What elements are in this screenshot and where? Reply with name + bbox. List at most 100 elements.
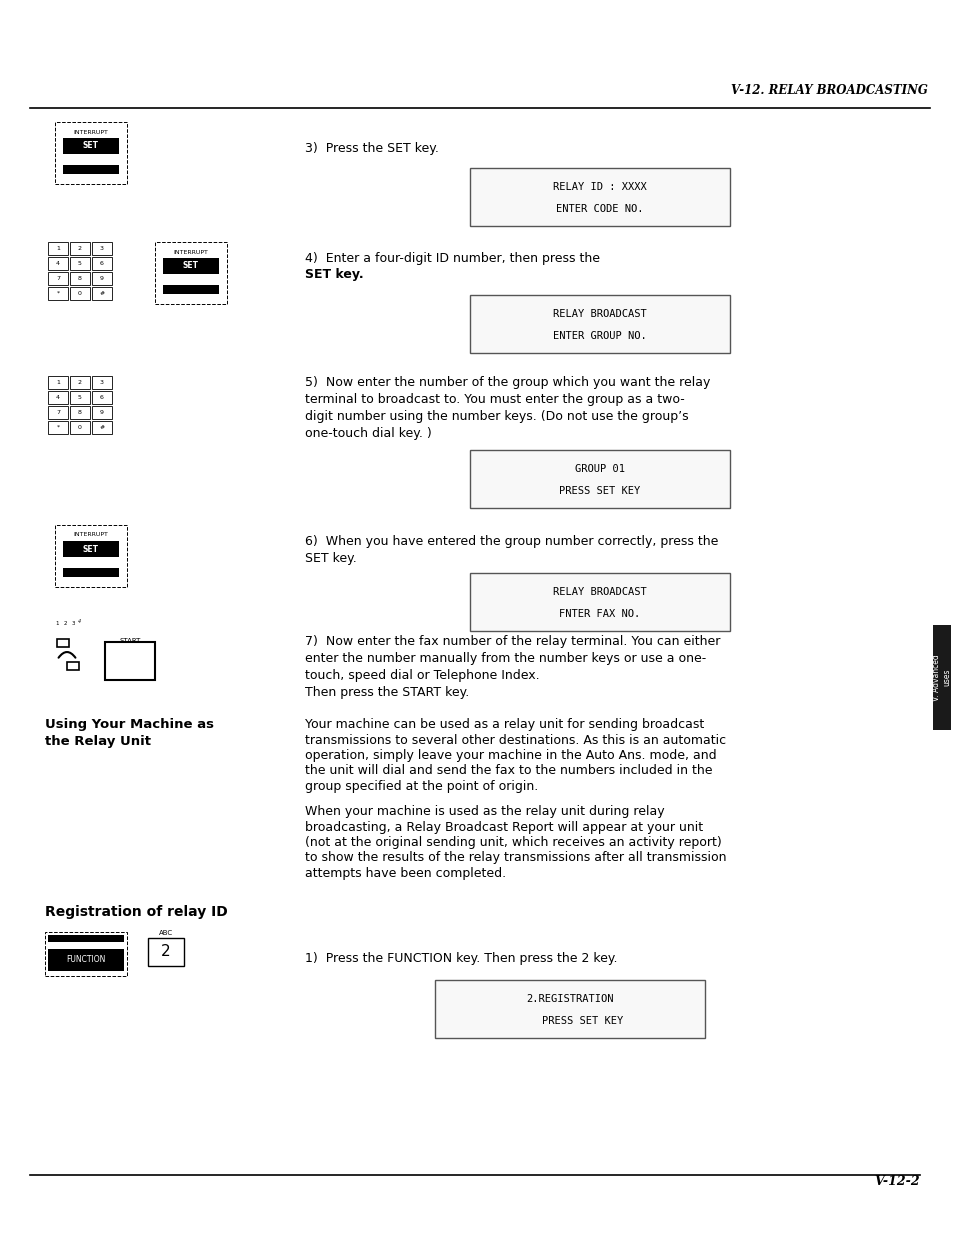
- Text: INTERRUPT: INTERRUPT: [73, 532, 109, 537]
- Text: RELAY BROADCAST: RELAY BROADCAST: [553, 309, 646, 319]
- Bar: [63, 138, 119, 154]
- Text: 4: 4: [56, 395, 60, 400]
- Bar: [63, 165, 119, 174]
- Text: touch, speed dial or Telephone Index.: touch, speed dial or Telephone Index.: [305, 669, 539, 682]
- Text: 2: 2: [78, 380, 82, 385]
- Text: INTERRUPT: INTERRUPT: [173, 249, 208, 254]
- Text: SET: SET: [83, 545, 99, 553]
- Text: FNTER FAX NO.: FNTER FAX NO.: [558, 609, 640, 619]
- Text: 4: 4: [77, 619, 80, 624]
- Bar: [48, 391, 68, 404]
- Bar: [91, 421, 112, 433]
- Bar: [91, 287, 112, 300]
- Bar: [48, 935, 124, 942]
- Text: Using Your Machine as: Using Your Machine as: [45, 718, 213, 731]
- Text: 6)  When you have entered the group number correctly, press the: 6) When you have entered the group numbe…: [305, 535, 718, 548]
- Bar: [70, 272, 90, 285]
- Text: 7)  Now enter the fax number of the relay terminal. You can either: 7) Now enter the fax number of the relay…: [305, 635, 720, 648]
- Text: 1: 1: [56, 380, 60, 385]
- Text: GROUP 01: GROUP 01: [575, 464, 624, 474]
- Bar: [91, 242, 112, 254]
- Text: Then press the START key.: Then press the START key.: [305, 685, 469, 699]
- Bar: [48, 272, 68, 285]
- Bar: [470, 450, 729, 508]
- Bar: [91, 391, 112, 404]
- Bar: [470, 573, 729, 631]
- Text: to show the results of the relay transmissions after all transmission: to show the results of the relay transmi…: [305, 851, 726, 864]
- Text: ENTER CODE NO.: ENTER CODE NO.: [556, 204, 643, 214]
- Text: transmissions to several other destinations. As this is an automatic: transmissions to several other destinati…: [305, 734, 725, 746]
- Text: 2: 2: [161, 945, 171, 960]
- Text: 6: 6: [100, 395, 104, 400]
- Bar: [70, 406, 90, 419]
- Text: terminal to broadcast to. You must enter the group as a two-: terminal to broadcast to. You must enter…: [305, 393, 684, 406]
- Text: 1: 1: [56, 246, 60, 251]
- Bar: [48, 375, 68, 389]
- Text: RELAY ID : XXXX: RELAY ID : XXXX: [553, 182, 646, 193]
- Text: attempts have been completed.: attempts have been completed.: [305, 867, 506, 881]
- Text: 3: 3: [71, 621, 74, 626]
- Text: 2.REGISTRATION: 2.REGISTRATION: [526, 994, 613, 1004]
- Text: 2: 2: [78, 246, 82, 251]
- Bar: [70, 375, 90, 389]
- Bar: [70, 421, 90, 433]
- Bar: [70, 391, 90, 404]
- Text: INTERRUPT: INTERRUPT: [73, 130, 109, 135]
- Text: 9: 9: [100, 275, 104, 282]
- Bar: [48, 406, 68, 419]
- Text: operation, simply leave your machine in the Auto Ans. mode, and: operation, simply leave your machine in …: [305, 748, 716, 762]
- Text: ENTER GROUP NO.: ENTER GROUP NO.: [553, 331, 646, 341]
- Text: one-touch dial key. ): one-touch dial key. ): [305, 427, 432, 440]
- Text: the unit will dial and send the fax to the numbers included in the: the unit will dial and send the fax to t…: [305, 764, 712, 778]
- Text: 0: 0: [78, 425, 82, 430]
- Text: the Relay Unit: the Relay Unit: [45, 735, 151, 748]
- Bar: [48, 242, 68, 254]
- Bar: [67, 662, 79, 671]
- Text: *: *: [56, 291, 59, 296]
- Text: 8: 8: [78, 275, 82, 282]
- Bar: [91, 272, 112, 285]
- Bar: [154, 242, 227, 304]
- Text: 6: 6: [100, 261, 104, 266]
- Text: 1)  Press the FUNCTION key. Then press the 2 key.: 1) Press the FUNCTION key. Then press th…: [305, 952, 617, 965]
- Text: #: #: [99, 291, 105, 296]
- Bar: [163, 258, 219, 274]
- Bar: [48, 287, 68, 300]
- Text: 3: 3: [100, 380, 104, 385]
- Text: #: #: [99, 425, 105, 430]
- Text: 5)  Now enter the number of the group which you want the relay: 5) Now enter the number of the group whi…: [305, 375, 710, 389]
- Text: V-12. RELAY BROADCASTING: V-12. RELAY BROADCASTING: [730, 84, 927, 98]
- Text: START: START: [119, 638, 140, 643]
- Bar: [55, 525, 127, 587]
- Bar: [435, 981, 704, 1037]
- Bar: [91, 406, 112, 419]
- Text: Your machine can be used as a relay unit for sending broadcast: Your machine can be used as a relay unit…: [305, 718, 703, 731]
- Text: 2: 2: [63, 621, 67, 626]
- Text: PRESS SET KEY: PRESS SET KEY: [558, 485, 640, 495]
- Bar: [70, 257, 90, 270]
- Bar: [470, 295, 729, 353]
- Bar: [63, 541, 119, 557]
- Text: When your machine is used as the relay unit during relay: When your machine is used as the relay u…: [305, 805, 664, 818]
- Text: 7: 7: [56, 275, 60, 282]
- Bar: [470, 168, 729, 226]
- Text: SET: SET: [83, 142, 99, 151]
- Bar: [105, 642, 154, 680]
- Bar: [70, 287, 90, 300]
- Bar: [91, 257, 112, 270]
- Text: 9: 9: [100, 410, 104, 415]
- Text: FUNCTION: FUNCTION: [67, 956, 106, 965]
- Text: 7: 7: [56, 410, 60, 415]
- Bar: [45, 932, 127, 976]
- Text: *: *: [56, 425, 59, 430]
- Text: PRESS SET KEY: PRESS SET KEY: [517, 1015, 622, 1025]
- Text: 1: 1: [55, 621, 59, 626]
- Bar: [163, 285, 219, 294]
- Text: RELAY BROADCAST: RELAY BROADCAST: [553, 587, 646, 598]
- Bar: [148, 939, 184, 966]
- Bar: [48, 257, 68, 270]
- Text: 3: 3: [100, 246, 104, 251]
- Text: SET key.: SET key.: [305, 552, 356, 564]
- Text: digit number using the number keys. (Do not use the group’s: digit number using the number keys. (Do …: [305, 410, 688, 424]
- Bar: [70, 242, 90, 254]
